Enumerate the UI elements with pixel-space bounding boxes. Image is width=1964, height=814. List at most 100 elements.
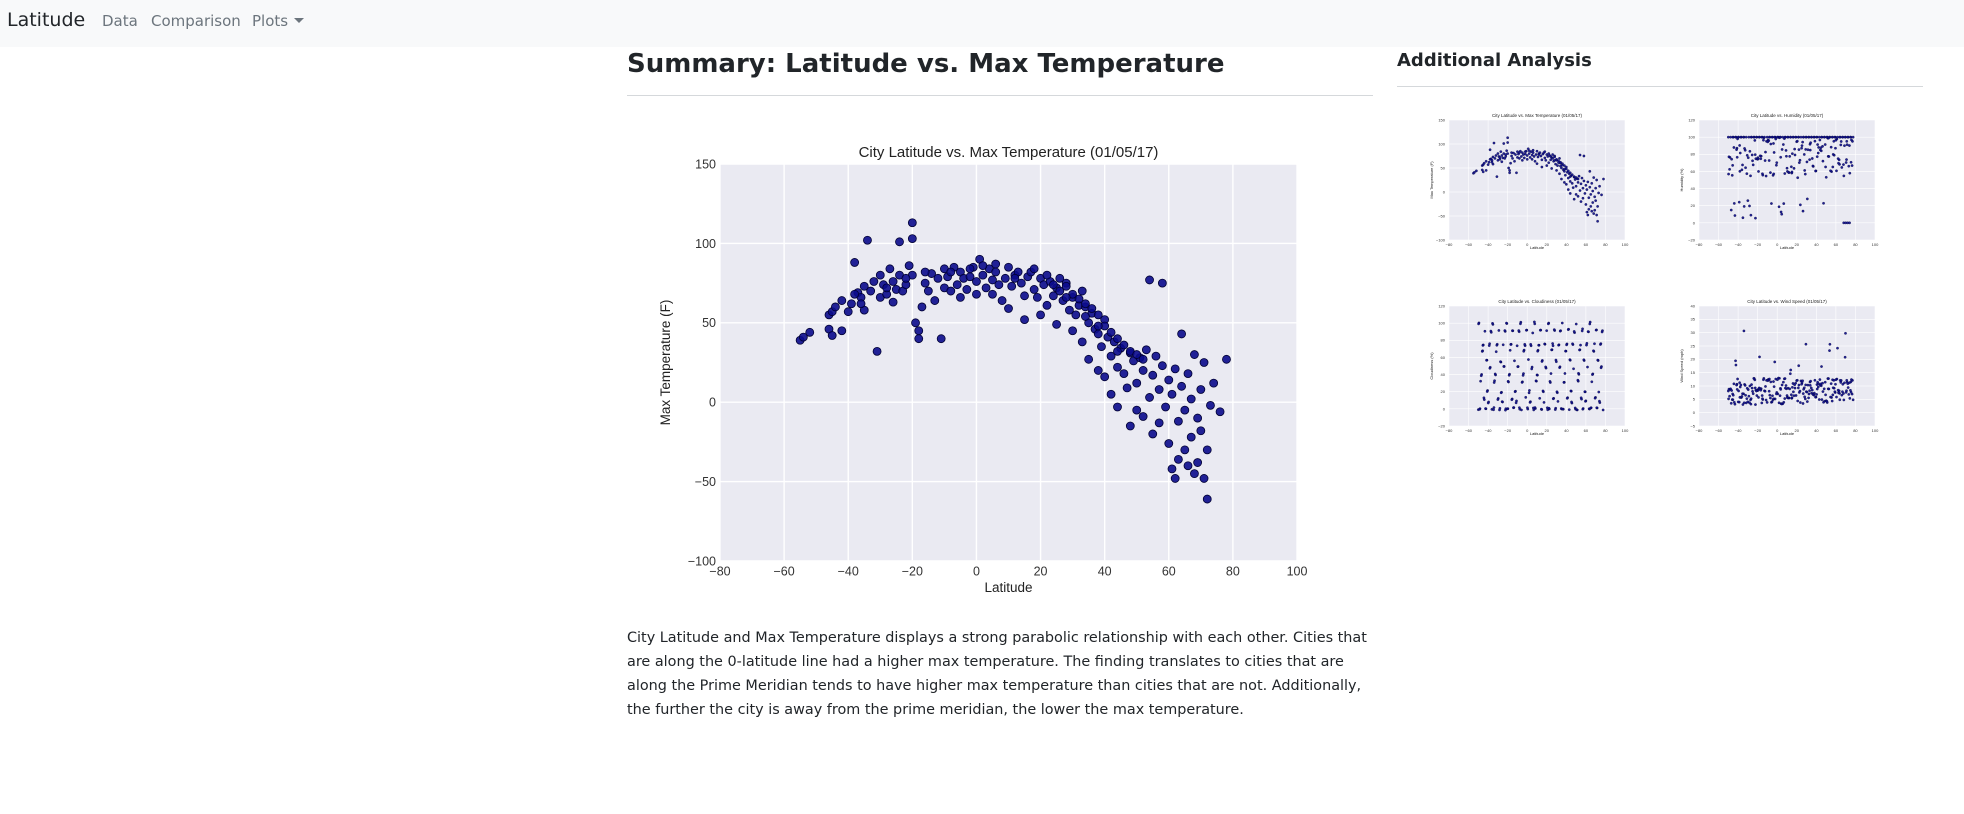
data-point [1106, 351, 1116, 361]
data-point [1141, 345, 1151, 355]
data-point [1591, 201, 1595, 204]
y-tick-label: −100 [688, 554, 716, 568]
data-point [1816, 380, 1819, 384]
data-point [946, 267, 956, 277]
data-point [1764, 174, 1768, 178]
data-point [1729, 208, 1733, 212]
data-point [936, 334, 946, 344]
data-point [1132, 350, 1142, 359]
data-point [1209, 378, 1219, 388]
data-point [1798, 158, 1802, 162]
data-point [1556, 164, 1559, 167]
data-point [1564, 173, 1567, 177]
data-point [1844, 161, 1848, 164]
data-point [1750, 383, 1753, 386]
data-point [856, 299, 866, 309]
data-point [1844, 391, 1848, 394]
data-point [1741, 216, 1745, 220]
data-point [1595, 178, 1598, 182]
data-point [1551, 342, 1554, 345]
data-point [1598, 399, 1601, 403]
data-point [1550, 348, 1553, 352]
data-point [1522, 349, 1526, 353]
data-point [1835, 395, 1838, 399]
x-tick-label: −20 [1754, 428, 1762, 433]
data-point [1506, 141, 1510, 144]
data-point [1170, 474, 1180, 483]
page-title: Summary: Latitude vs. Max Temperature [627, 49, 1225, 79]
x-tick-label: −20 [1504, 428, 1512, 433]
x-tick-label: 80 [1603, 428, 1608, 433]
data-point [1742, 401, 1746, 405]
nav-link-data[interactable]: Data [102, 12, 138, 30]
data-point [1760, 135, 1764, 139]
data-point [1833, 390, 1837, 394]
data-point [1735, 383, 1738, 387]
thumb-temperature-chart[interactable]: −80 −60 −40 −20 0 20 40 60 80 100 −100 −50 0 50 100 150… [1425, 110, 1645, 260]
data-point [1513, 159, 1516, 163]
thumb-humidity-chart[interactable]: −80 −60 −40 −20 0 20 40 60 80 100 −20 0 20 40 60 80 100 1… [1675, 110, 1895, 260]
thumb-cloudiness-chart[interactable]: −80 −60 −40 −20 0 20 40 60 80 100 −20 0 20 40 60 80 100 1… [1425, 296, 1645, 446]
brand-link[interactable]: Latitude [7, 9, 86, 31]
data-point [1838, 398, 1842, 402]
data-point [1594, 199, 1598, 202]
data-point [1848, 144, 1851, 147]
data-point [1551, 397, 1555, 401]
data-point [1769, 142, 1773, 146]
data-point [1804, 148, 1808, 151]
y-tick-label: 80 [1441, 338, 1446, 343]
data-point [1193, 458, 1203, 467]
x-tick-label: −40 [1735, 242, 1743, 247]
nav-link-comparison[interactable]: Comparison [151, 12, 241, 30]
data-point [1840, 166, 1844, 169]
data-point [1589, 406, 1593, 410]
data-point [1772, 380, 1775, 383]
chart-title: City Latitude vs. Wind Speed (01/05/17) [1747, 299, 1827, 304]
data-point [1803, 397, 1807, 401]
data-point [1523, 150, 1527, 154]
data-point [1817, 146, 1820, 149]
data-point [1148, 429, 1158, 439]
data-point [1761, 172, 1764, 176]
data-point [1839, 381, 1843, 384]
data-point [1844, 331, 1847, 335]
data-point [923, 286, 933, 296]
data-point [1518, 151, 1521, 154]
data-point [1593, 195, 1597, 199]
data-point [1492, 141, 1496, 145]
data-point [1093, 366, 1103, 375]
data-point [1508, 171, 1511, 175]
data-point [1542, 401, 1546, 404]
data-point [1483, 329, 1487, 333]
data-point [1755, 394, 1759, 397]
x-tick-label: −80 [1446, 428, 1454, 433]
data-point [863, 235, 872, 245]
data-point [1484, 159, 1488, 163]
data-point [798, 332, 808, 342]
data-point [1749, 174, 1752, 178]
data-point [1492, 381, 1496, 384]
data-point [1183, 369, 1193, 379]
y-axis-label: Max Temperature (F) [1429, 161, 1434, 199]
data-point [1590, 182, 1594, 185]
data-point [1541, 389, 1545, 393]
data-point [1748, 401, 1751, 405]
data-point [850, 289, 860, 299]
data-point [1797, 161, 1801, 165]
data-point [991, 267, 1001, 277]
data-point [1584, 183, 1588, 187]
thumb-windspeed-chart[interactable]: −80 −60 −40 −20 0 20 40 60 80 100 −5 0 5 10 15 20 25 30 35… [1675, 296, 1895, 446]
nav-link-plots[interactable]: Plots [252, 12, 305, 30]
data-point [1506, 136, 1510, 140]
data-point [1820, 398, 1824, 401]
data-point [1807, 396, 1810, 400]
data-point [1779, 388, 1783, 391]
data-point [1510, 398, 1514, 402]
data-point [920, 267, 930, 277]
chart-title: City Latitude vs. Max Temperature (01/05… [859, 144, 1159, 161]
data-point [1577, 174, 1581, 178]
data-point [1199, 474, 1209, 483]
data-point [1177, 381, 1186, 391]
data-point [1579, 343, 1582, 347]
data-point [1737, 200, 1741, 204]
